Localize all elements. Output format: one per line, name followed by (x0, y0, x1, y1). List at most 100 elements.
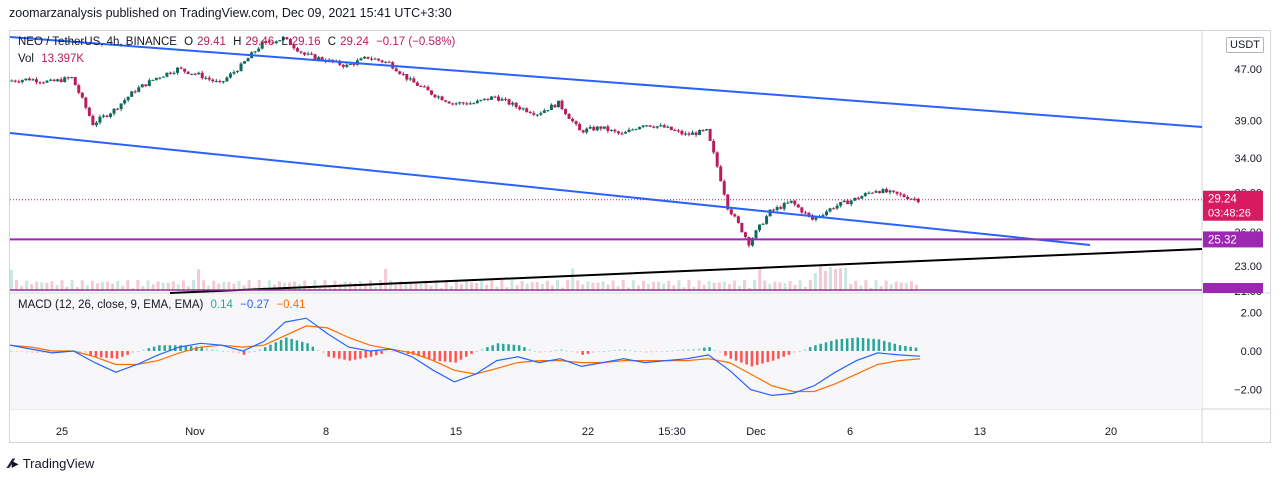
volume-label[interactable]: Vol (18, 53, 34, 65)
volume-bar (899, 282, 903, 291)
volume-bar (136, 280, 140, 291)
candle-up (101, 115, 105, 117)
volume-bar (70, 280, 74, 291)
candle-up (556, 100, 560, 108)
candle-down (288, 39, 292, 46)
candle-up (631, 129, 635, 131)
macd-histogram-bar (528, 349, 531, 351)
volume-bar (166, 282, 170, 291)
symbol-label[interactable]: NEO / TetherUS, 4h, BINANCE (18, 36, 177, 48)
macd-histogram-bar (200, 347, 203, 351)
macd-histogram-bar (237, 351, 240, 354)
candle-down (680, 130, 684, 135)
candle-down (433, 94, 437, 98)
volume-bar (813, 273, 817, 291)
candle-up (768, 209, 772, 217)
macd-histogram-bar (544, 351, 547, 352)
candle-up (655, 126, 659, 128)
macd-histogram-bar (644, 351, 648, 353)
candle-up (468, 103, 472, 105)
macd-histogram-bar (221, 351, 225, 352)
candle-up (140, 84, 144, 88)
macd-histogram-bar (803, 349, 807, 351)
volume-bar (141, 286, 145, 291)
candle-down (807, 212, 811, 216)
candle-down (740, 222, 744, 233)
footer-brand[interactable]: TradingView (22, 456, 95, 471)
macd-histogram-bar (449, 351, 452, 363)
candle-up (888, 190, 892, 193)
volume-bar (283, 282, 286, 291)
candle-down (370, 58, 374, 60)
macd-histogram-bar (327, 351, 330, 357)
macd-histogram-bar (343, 351, 346, 360)
candle-up (881, 189, 885, 194)
volume-bar (874, 280, 878, 291)
macd-histogram-bar (771, 351, 775, 361)
candle-down (387, 61, 391, 63)
candle-down (193, 73, 197, 75)
volume-bar (717, 282, 721, 291)
volume-bar (95, 283, 99, 291)
candle-down (518, 106, 522, 110)
volume-bar (267, 280, 271, 291)
candle-up (609, 129, 613, 131)
price-tick-label: 34.00 (1234, 153, 1262, 165)
macd-histogram-bar (475, 351, 479, 352)
volume-bar (424, 280, 428, 291)
candle-up (634, 129, 638, 131)
volume-bar (763, 280, 767, 291)
macd-histogram-bar (507, 344, 510, 351)
macd-histogram-bar (274, 342, 278, 351)
open-label: O (184, 36, 194, 48)
chart-frame[interactable]: 547.0039.0034.0030.0026.0023.0021.0025No… (9, 30, 1271, 443)
macd-histogram-bar (591, 351, 595, 353)
volume-bar (500, 280, 504, 291)
volume-bar (20, 285, 24, 291)
candle-up (867, 192, 871, 194)
macd-title[interactable]: MACD (12, 26, close, 9, EMA, EMA) (18, 299, 204, 311)
candle-up (147, 80, 151, 87)
candle-up (176, 67, 180, 73)
candle-down (620, 133, 624, 135)
macd-histogram-bar (581, 351, 584, 355)
macd-histogram-bar (835, 339, 838, 351)
candle-down (267, 41, 271, 43)
candle-up (317, 57, 321, 60)
volume-bar (808, 280, 812, 291)
macd-histogram-bar (570, 351, 574, 352)
candle-up (765, 216, 769, 224)
candle-down (648, 125, 652, 127)
candle-up (585, 128, 589, 133)
volume-bar (520, 280, 524, 291)
candle-down (574, 121, 578, 125)
candle-down (708, 129, 712, 141)
macd-histogram-bar (311, 346, 315, 351)
volume-bar (677, 280, 681, 291)
volume-bar (591, 282, 595, 291)
candle-down (295, 48, 299, 52)
candle-down (394, 68, 398, 72)
candle-up (246, 58, 250, 62)
macd-histogram-bar (78, 351, 82, 353)
volume-bar (156, 281, 160, 291)
chart-canvas[interactable]: 547.0039.0034.0030.0026.0023.0021.0025No… (10, 31, 1271, 443)
candle-down (800, 207, 804, 213)
macd-histogram-bar (861, 337, 865, 351)
currency-badge[interactable]: USDT (1226, 37, 1264, 53)
macd-histogram-bar (36, 351, 39, 353)
macd-histogram-bar (898, 345, 902, 351)
macd-histogram-bar (650, 351, 653, 353)
macd-histogram-bar (348, 351, 352, 361)
candle-up (221, 81, 225, 83)
candle-up (31, 79, 35, 81)
macd-histogram-bar (512, 344, 516, 351)
macd-histogram-bar (332, 351, 336, 358)
candle-down (564, 109, 568, 115)
price-tick-label: 39.00 (1234, 115, 1262, 127)
candle-down (303, 52, 307, 55)
candle-up (775, 207, 779, 210)
high-value: 29.46 (245, 36, 275, 48)
macd-histogram-bar (15, 351, 18, 352)
candle-up (588, 126, 592, 129)
